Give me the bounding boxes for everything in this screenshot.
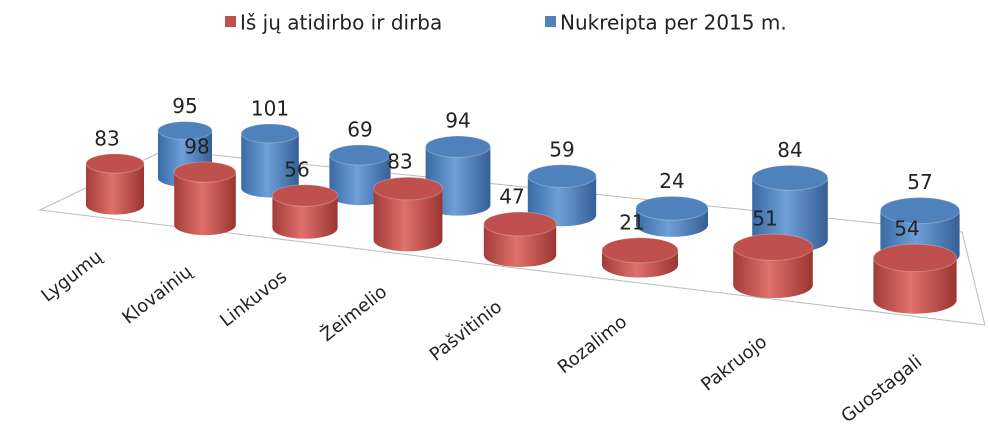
cylinder-top	[483, 211, 557, 237]
x-tick-label: Pašvitinio	[426, 296, 506, 365]
cylinder	[601, 237, 679, 278]
legend-swatch	[225, 16, 236, 27]
data-label: 98	[184, 134, 209, 158]
cylinder-top	[173, 161, 237, 183]
x-tick-label: Lygumų	[37, 246, 106, 307]
cylinder	[240, 123, 300, 198]
cylinder-top	[271, 184, 339, 207]
cylinder-top	[425, 135, 491, 158]
x-tick-label: Klovainių	[118, 261, 196, 329]
cylinder-body	[483, 223, 557, 267]
cylinder-body	[873, 257, 957, 314]
cylinder-top	[373, 176, 443, 201]
cylinder	[173, 161, 237, 236]
cylinder	[527, 164, 597, 227]
cylinder	[85, 153, 145, 215]
cylinder-body	[174, 172, 236, 236]
cylinder-body	[373, 188, 443, 252]
cylinder-body	[752, 177, 828, 253]
data-label: 84	[777, 138, 802, 162]
data-label: 95	[172, 94, 197, 118]
data-label: 24	[659, 169, 684, 193]
data-label: 83	[94, 126, 119, 150]
cylinder-top	[85, 153, 145, 174]
data-label: 51	[752, 207, 777, 231]
cylinder-body	[272, 195, 338, 239]
cylinder	[751, 164, 829, 253]
x-tick-label: Guostagali	[837, 351, 926, 427]
data-label: 21	[619, 210, 644, 234]
data-label: 94	[445, 109, 470, 133]
cylinder	[271, 184, 339, 239]
legend-label: Nukreipta per 2015 m.	[560, 11, 787, 35]
cylinder-top	[635, 195, 709, 221]
data-label: 57	[907, 170, 932, 194]
cylinder-top	[872, 243, 958, 273]
cylinder-body	[86, 163, 144, 215]
cylinder-top	[240, 123, 300, 144]
x-tick-label: Rozalimo	[554, 311, 631, 378]
cylinder-top	[751, 164, 829, 191]
legend-label: Iš jų atidirbo ir dirba	[240, 11, 442, 35]
cylinder-body	[733, 247, 813, 299]
data-label: 69	[347, 117, 372, 141]
legend-swatch	[545, 16, 556, 27]
cylinder-body	[241, 133, 299, 198]
x-tick-label: Žeimelio	[316, 281, 391, 346]
x-tick-label: Pakruojo	[697, 331, 771, 395]
cylinder-top	[527, 164, 597, 188]
cylinder-top	[328, 144, 392, 166]
data-label: 83	[387, 150, 412, 174]
cylinder	[483, 211, 557, 267]
cylinder	[732, 233, 814, 299]
cylinder	[373, 176, 443, 252]
cylinder	[635, 195, 709, 237]
cylinder	[872, 243, 958, 314]
cylinder-top	[879, 196, 961, 225]
data-label: 59	[549, 137, 574, 161]
cylinder-body	[527, 176, 597, 227]
x-tick-label: Linkuvos	[216, 266, 291, 331]
data-label: 101	[251, 96, 289, 120]
data-label: 56	[284, 157, 309, 181]
data-label: 47	[499, 185, 524, 209]
cylinder-top	[601, 237, 679, 264]
data-label: 54	[894, 217, 919, 241]
cylinder-top	[157, 121, 213, 140]
cylinder-top	[732, 233, 814, 261]
